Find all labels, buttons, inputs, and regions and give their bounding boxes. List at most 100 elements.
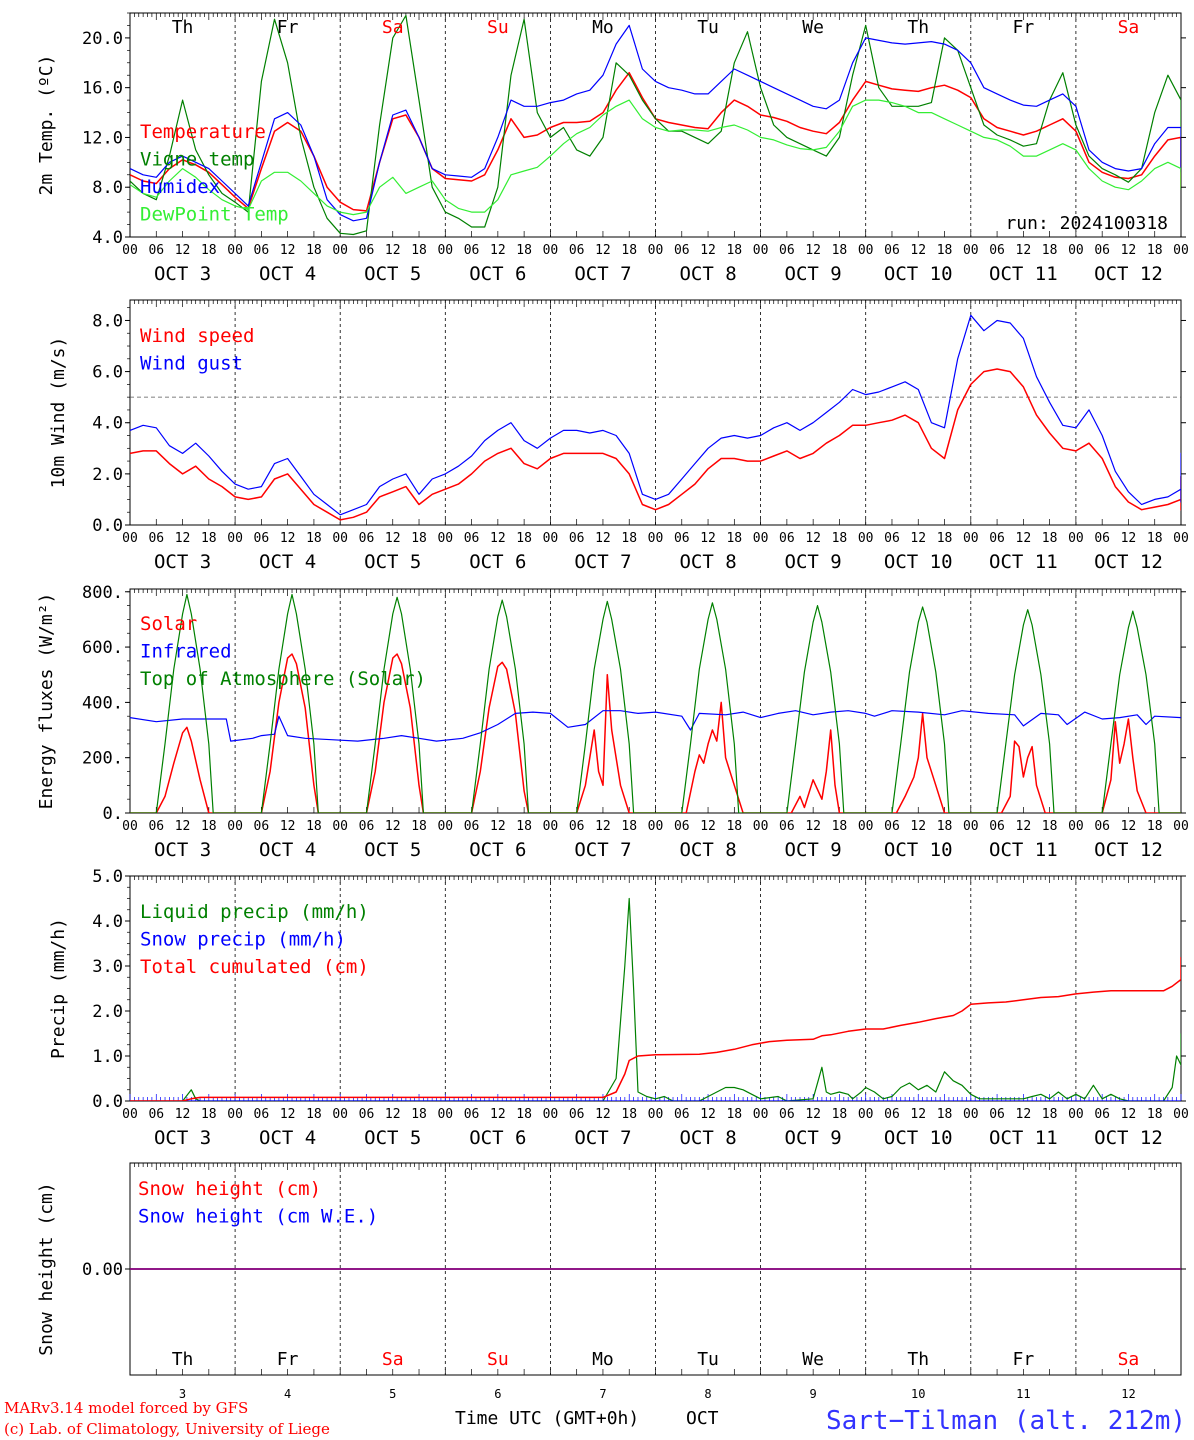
- hour-tick-label: 06: [569, 1107, 585, 1122]
- legend-entry: Liquid precip (mm/h): [140, 901, 369, 923]
- date-label: OCT 3: [154, 1127, 211, 1149]
- hour-tick-label: 12: [595, 819, 611, 834]
- panel-precip: 0.0 1.0 2.0 3.0 4.0 5.0 Precip (mm/h) Liquid pr…: [48, 867, 1189, 1149]
- hour-tick-label: 12: [1016, 1107, 1032, 1122]
- hour-tick-label: 12: [1121, 531, 1137, 546]
- hour-tick-label: 18: [411, 819, 427, 834]
- footer-day-number: 10: [911, 1387, 925, 1401]
- series-line-dewpoint-temp: [130, 99, 1181, 216]
- date-label: OCT 12: [1094, 551, 1163, 573]
- hour-tick-label: 12: [805, 531, 821, 546]
- date-label: OCT 5: [364, 1127, 421, 1149]
- hour-tick-label: 18: [306, 1107, 322, 1122]
- date-label: OCT 9: [785, 839, 842, 861]
- hour-tick-label: 00: [1173, 1107, 1189, 1122]
- hour-tick-label: 06: [148, 819, 164, 834]
- hour-tick-label: 00: [122, 1107, 138, 1122]
- hour-tick-label: 12: [805, 1107, 821, 1122]
- y-tick-label: 1.0: [92, 1047, 123, 1067]
- hour-tick-label: 06: [1094, 243, 1110, 258]
- legend-entry: Vigne temp: [140, 149, 254, 171]
- hour-tick-label: 18: [516, 819, 532, 834]
- hour-tick-label: 06: [884, 243, 900, 258]
- hour-tick-label: 06: [779, 1107, 795, 1122]
- hour-tick-label: 06: [779, 243, 795, 258]
- hour-tick-label: 06: [359, 1107, 375, 1122]
- hour-tick-label: 00: [122, 531, 138, 546]
- date-label: OCT 8: [679, 839, 736, 861]
- y-tick-label: 8.0: [92, 178, 123, 198]
- day-of-week-label: Tu: [697, 17, 719, 38]
- hour-tick-label: 18: [411, 1107, 427, 1122]
- hour-tick-label: 00: [332, 531, 348, 546]
- hour-tick-label: 06: [359, 531, 375, 546]
- station-name: Sart−Tilman (alt. 212m): [826, 1406, 1186, 1436]
- hour-tick-label: 12: [175, 531, 191, 546]
- date-label: OCT 5: [364, 839, 421, 861]
- hour-tick-label: 06: [674, 819, 690, 834]
- hour-tick-label: 06: [1094, 1107, 1110, 1122]
- hour-tick-label: 00: [1068, 819, 1084, 834]
- y-axis-label: 10m Wind (m/s): [48, 337, 69, 489]
- hour-tick-label: 12: [1121, 1107, 1137, 1122]
- date-label: OCT 9: [785, 263, 842, 285]
- legend-entry: DewPoint Temp: [140, 204, 289, 226]
- hour-tick-label: 06: [779, 531, 795, 546]
- legend-entry: Wind gust: [140, 353, 243, 375]
- hour-tick-label: 06: [674, 531, 690, 546]
- hour-tick-label: 18: [201, 531, 217, 546]
- date-label: OCT 3: [154, 263, 211, 285]
- hour-tick-label: 18: [832, 819, 848, 834]
- legend-entry: Temperature: [140, 121, 266, 143]
- hour-tick-label: 12: [910, 243, 926, 258]
- series-line-infrared: [130, 710, 1181, 742]
- date-label: OCT 11: [989, 1127, 1058, 1149]
- date-label: OCT 10: [884, 263, 953, 285]
- hour-tick-label: 06: [254, 243, 270, 258]
- y-tick-label: 800.: [82, 583, 123, 603]
- hour-tick-label: 12: [175, 1107, 191, 1122]
- hour-tick-label: 18: [516, 1107, 532, 1122]
- legend-entry: Solar: [140, 613, 197, 635]
- hour-tick-label: 12: [910, 531, 926, 546]
- hour-tick-label: 18: [1147, 243, 1163, 258]
- hour-tick-label: 18: [1147, 531, 1163, 546]
- hour-tick-label: 06: [884, 531, 900, 546]
- hour-tick-label: 18: [1042, 243, 1058, 258]
- y-tick-label: 4.0: [92, 414, 123, 434]
- series-line-solar: [130, 653, 1181, 813]
- day-of-week-label: Mo: [592, 17, 614, 38]
- hour-tick-label: 12: [490, 819, 506, 834]
- day-of-week-label: Sa: [382, 1349, 404, 1370]
- hour-tick-label: 00: [122, 243, 138, 258]
- panel-snow: 0.00 Snow height (cm) Snow height (cm) Snow…: [36, 1162, 1186, 1401]
- hour-tick-label: 06: [989, 819, 1005, 834]
- hour-tick-label: 12: [385, 819, 401, 834]
- date-label: OCT 7: [574, 839, 631, 861]
- legend-entry: Humidex: [140, 176, 220, 198]
- hour-tick-label: 18: [306, 531, 322, 546]
- day-of-week-label: Sa: [1118, 17, 1140, 38]
- hour-tick-label: 12: [280, 819, 296, 834]
- hour-tick-label: 06: [884, 819, 900, 834]
- y-tick-label: 8.0: [92, 311, 123, 331]
- hour-tick-label: 06: [569, 243, 585, 258]
- hour-tick-label: 00: [332, 243, 348, 258]
- date-label: OCT 5: [364, 263, 421, 285]
- hour-tick-label: 00: [227, 1107, 243, 1122]
- legend-entry: Wind speed: [140, 325, 254, 347]
- date-label: OCT 4: [259, 263, 316, 285]
- hour-tick-label: 06: [569, 531, 585, 546]
- y-tick-label: 0.0: [92, 1092, 123, 1112]
- y-tick-label: 3.0: [92, 957, 123, 977]
- date-label: OCT 4: [259, 839, 316, 861]
- hour-tick-label: 00: [1068, 243, 1084, 258]
- hour-tick-label: 00: [543, 243, 559, 258]
- hour-tick-label: 00: [963, 243, 979, 258]
- legend-entry: Total cumulated (cm): [140, 956, 369, 978]
- date-label: OCT 12: [1094, 263, 1163, 285]
- hour-tick-label: 00: [648, 1107, 664, 1122]
- footer-day-number: 8: [704, 1387, 711, 1401]
- hour-tick-label: 00: [122, 819, 138, 834]
